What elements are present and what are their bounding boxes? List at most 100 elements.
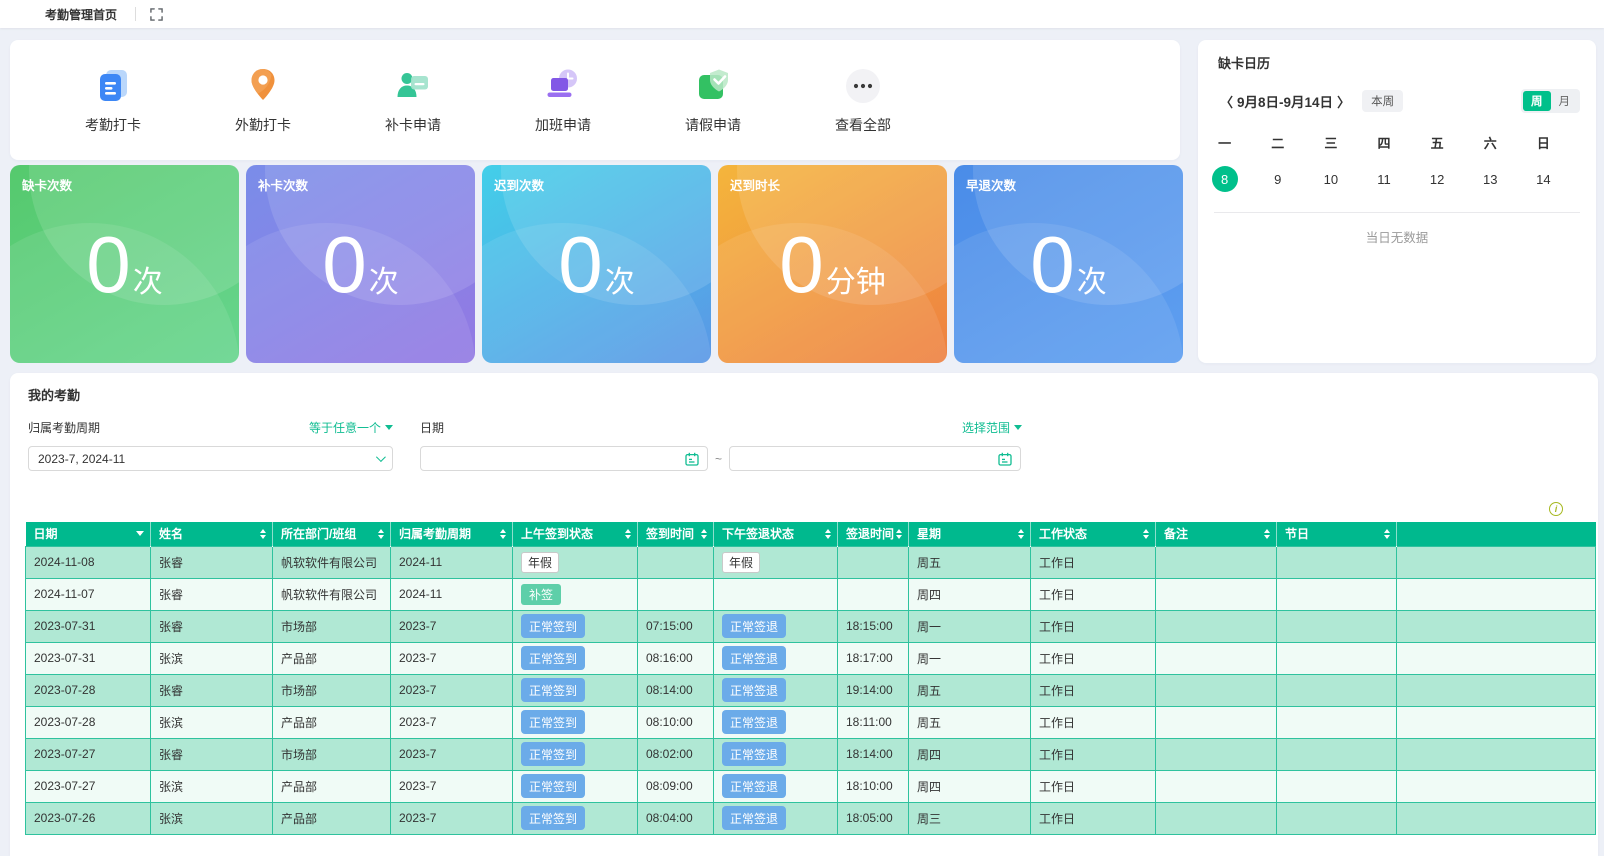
quick-action-attendance-punch[interactable]: 考勤打卡	[58, 65, 168, 135]
stat-unit: 次	[368, 266, 399, 299]
col-header-签退时间[interactable]: 签退时间	[837, 522, 909, 546]
col-header-节日[interactable]: 节日	[1276, 522, 1397, 546]
sort-icon[interactable]	[625, 528, 631, 539]
my-attendance-card: 我的考勤 归属考勤周期 等于任意一个 2023-7, 2024-11 日期	[10, 373, 1598, 856]
cell-pm-status: 正常签退	[713, 705, 838, 739]
quick-action-label: 外勤打卡	[235, 117, 291, 133]
cell-date: 2024-11-07	[25, 577, 151, 611]
cell-holiday	[1276, 577, 1397, 611]
cell-weekday: 周五	[908, 705, 1031, 739]
status-badge-正常签到: 正常签到	[521, 710, 586, 734]
col-header-工作状态[interactable]: 工作状态	[1030, 522, 1156, 546]
sort-icon[interactable]	[1143, 528, 1149, 539]
sort-icon[interactable]	[825, 528, 831, 539]
col-header-姓名[interactable]: 姓名	[150, 522, 273, 546]
cell-extra	[1396, 609, 1596, 643]
calendar-weekday: 日	[1536, 136, 1550, 151]
table-row: 2023-07-28 张睿 市场部 2023-7 正常签到 08:14:00 正常签退 19:…	[25, 673, 1596, 707]
status-badge-正常签退: 正常签退	[722, 614, 787, 638]
col-header-empty[interactable]	[1396, 522, 1596, 546]
filter-dropdown-icon[interactable]	[136, 531, 144, 537]
cell-dept: 产品部	[272, 641, 391, 675]
cell-checkin: 08:09:00	[637, 769, 714, 803]
col-header-下午签退状态[interactable]: 下午签退状态	[713, 522, 838, 546]
sort-icon[interactable]	[260, 528, 266, 539]
expand-icon[interactable]	[150, 7, 163, 21]
column-label: 备注	[1164, 527, 1189, 542]
col-header-归属考勤周期[interactable]: 归属考勤周期	[390, 522, 513, 546]
table-row: 2024-11-07 张睿 帆软软件有限公司 2024-11 补签 周四 工作日	[25, 577, 1596, 611]
calendar-date[interactable]: 13	[1464, 166, 1517, 192]
sort-icon[interactable]	[1384, 528, 1390, 539]
sort-icon[interactable]	[1264, 528, 1270, 539]
stat-card-value: 0 分钟	[718, 225, 947, 305]
cell-am-status: 正常签到	[512, 609, 638, 643]
calendar-date-number: 9	[1274, 171, 1282, 187]
calendar-date-selected[interactable]: 8	[1198, 166, 1251, 192]
cell-work-status: 工作日	[1030, 769, 1156, 803]
col-header-上午签到状态[interactable]: 上午签到状态	[512, 522, 638, 546]
quick-action-view-all[interactable]: 查看全部	[808, 65, 918, 135]
col-header-备注[interactable]: 备注	[1155, 522, 1277, 546]
filters: 归属考勤周期 等于任意一个 2023-7, 2024-11 日期 选择范围	[28, 418, 1022, 471]
sort-icon[interactable]	[896, 528, 902, 539]
month-toggle[interactable]: 月	[1558, 96, 1571, 108]
calendar-date[interactable]: 9	[1251, 166, 1304, 192]
stat-unit: 次	[1076, 266, 1107, 299]
calendar-icon	[685, 452, 699, 466]
column-label: 星期	[917, 527, 942, 542]
cell-work-status: 工作日	[1030, 641, 1156, 675]
calendar-date[interactable]: 10	[1304, 166, 1357, 192]
cell-name: 张睿	[150, 609, 273, 643]
quick-action-makeup-apply[interactable]: 补卡申请	[358, 65, 468, 135]
cell-checkin: 07:15:00	[637, 609, 714, 643]
status-badge-补签: 补签	[521, 583, 562, 605]
calendar-prev-icon[interactable]: 〈	[1220, 94, 1234, 110]
sort-icon[interactable]	[701, 528, 707, 539]
cell-extra	[1396, 545, 1596, 579]
cell-am-status: 补签	[512, 577, 638, 611]
week-toggle[interactable]: 周	[1523, 91, 1551, 111]
cell-holiday	[1276, 801, 1397, 835]
this-week-button[interactable]: 本周	[1362, 90, 1404, 112]
quick-action-label: 补卡申请	[385, 117, 441, 133]
range-separator: ~	[715, 451, 723, 466]
calendar-date[interactable]: 12	[1411, 166, 1464, 192]
sort-icon[interactable]	[378, 528, 384, 539]
sort-icon[interactable]	[500, 528, 506, 539]
cell-holiday	[1276, 705, 1397, 739]
calendar-weekday: 四	[1377, 136, 1391, 151]
cell-pm-status: 正常签退	[713, 609, 838, 643]
date-end-input[interactable]	[729, 446, 1022, 471]
status-badge-正常签退: 正常签退	[722, 646, 787, 670]
col-header-日期[interactable]: 日期	[25, 522, 151, 546]
info-icon[interactable]: i	[1549, 502, 1563, 516]
cell-checkout: 19:14:00	[837, 673, 909, 707]
col-header-签到时间[interactable]: 签到时间	[637, 522, 714, 546]
period-select[interactable]: 2023-7, 2024-11	[28, 446, 393, 471]
table-header-row: 日期 姓名 所在部门/班组 归属考勤周期 上午签到状态 签到时间 下午签退状态 签退时间 星期 工…	[25, 522, 1596, 546]
calendar-next-icon[interactable]: 〉	[1337, 94, 1351, 110]
quick-action-leave-apply[interactable]: 请假申请	[658, 65, 768, 135]
cell-period: 2023-7	[390, 737, 513, 771]
cell-extra	[1396, 641, 1596, 675]
period-operator[interactable]: 等于任意一个	[309, 419, 393, 436]
period-filter-label: 归属考勤周期	[28, 420, 101, 435]
sort-icon[interactable]	[1018, 528, 1024, 539]
date-start-input[interactable]	[420, 446, 708, 471]
calendar-date[interactable]: 14	[1517, 166, 1570, 192]
cell-work-status: 工作日	[1030, 673, 1156, 707]
date-range-operator[interactable]: 选择范围	[962, 419, 1022, 436]
topbar: 考勤管理首页	[0, 0, 1604, 28]
col-header-星期[interactable]: 星期	[908, 522, 1031, 546]
quick-action-field-punch[interactable]: 外勤打卡	[208, 65, 318, 135]
cell-remark	[1155, 769, 1277, 803]
quick-action-overtime-apply[interactable]: 加班申请	[508, 65, 618, 135]
date-filter: 日期 选择范围 ~	[420, 418, 1022, 471]
cell-date: 2023-07-27	[25, 769, 151, 803]
col-header-所在部门/班组[interactable]: 所在部门/班组	[272, 522, 391, 546]
cell-remark	[1155, 705, 1277, 739]
calendar-date[interactable]: 11	[1357, 166, 1410, 192]
cell-checkout: 18:11:00	[837, 705, 909, 739]
tab-attendance-home[interactable]: 考勤管理首页	[45, 7, 118, 22]
